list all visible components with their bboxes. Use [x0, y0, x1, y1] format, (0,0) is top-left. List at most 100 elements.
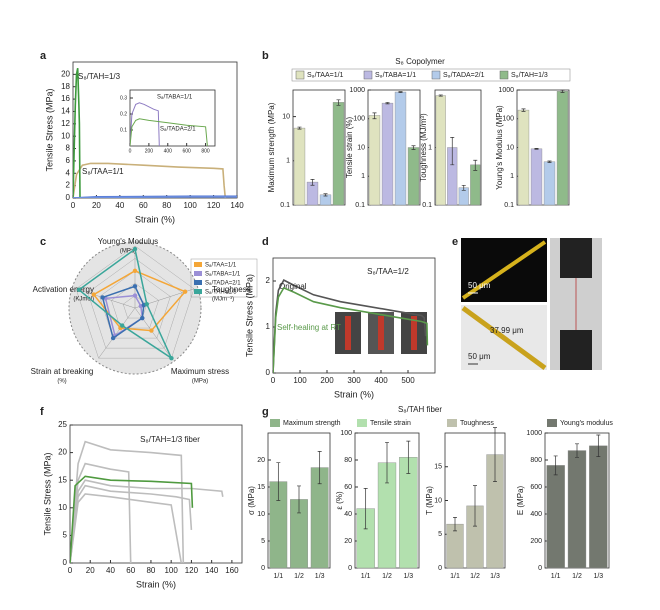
legend-label: S₈/TADA=2/1: [205, 281, 241, 287]
x-tick-label: 1/1: [450, 573, 460, 580]
y-tick-label: 25: [58, 420, 67, 429]
x-tick-label: 500: [401, 376, 415, 385]
radar-grid: [122, 295, 148, 319]
x-tick-label: 20: [92, 201, 101, 210]
bar: [589, 445, 608, 569]
y-tick-label: 0.1: [355, 202, 365, 209]
y-tick-label: 10: [357, 144, 365, 151]
axis-unit: (MJm⁻³): [212, 297, 234, 303]
y-tick-label: 6: [66, 156, 71, 165]
y-tick-label: 10: [61, 131, 70, 140]
bar: [543, 161, 556, 206]
x-tick-label: 600: [182, 148, 191, 154]
x-tick-label: 160: [225, 566, 239, 575]
x-axis-label: Strain (%): [135, 214, 175, 224]
legend-label: S₈/TAA=1/1: [307, 72, 344, 79]
y-tick-label: 10: [257, 511, 265, 518]
x-tick-label: 200: [145, 148, 154, 154]
series-label: S₈/TAA=1/1: [82, 167, 124, 176]
error-bar: [453, 517, 457, 532]
radar-point: [91, 292, 96, 297]
y-tick-label: 100: [353, 116, 365, 123]
legend-label: S₈/TAH=1/3: [205, 290, 237, 296]
radar-point: [182, 289, 188, 294]
panel-label: d: [262, 236, 269, 248]
error-bar: [317, 451, 322, 485]
y-tick-label: 0.1: [422, 202, 432, 209]
y-tick-label: 100: [340, 430, 352, 437]
panel-label: f: [40, 406, 44, 418]
y-tick-label: 20: [58, 448, 67, 457]
x-tick-label: 0: [68, 566, 73, 575]
y-tick-label: 0: [348, 565, 352, 572]
y-tick-label: 15: [58, 475, 67, 484]
y-tick-label: 0.1: [120, 127, 127, 133]
series-label: Original: [279, 282, 307, 291]
x-tick-label: 200: [320, 376, 334, 385]
radar-grid: [99, 270, 171, 339]
legend-swatch: [363, 70, 373, 80]
legend-swatch: [357, 419, 367, 427]
y-tick-label: 20: [344, 538, 352, 545]
x-tick-label: 120: [185, 566, 199, 575]
series-line: [273, 279, 427, 373]
x-tick-label: 1/1: [361, 573, 371, 580]
panel-label: c: [40, 236, 46, 248]
x-tick-label: 40: [115, 201, 124, 210]
series-label: S₈/TABA=1/1: [157, 95, 193, 101]
x-tick-label: 800: [201, 148, 210, 154]
axis-label: Strain at breaking: [31, 367, 94, 376]
y-tick-label: 600: [530, 484, 542, 491]
x-tick-label: 60: [126, 566, 135, 575]
y-axis-label: σ (MPa): [247, 486, 256, 515]
y-tick-label: 5: [63, 531, 68, 540]
error-bar: [406, 440, 411, 474]
y-tick-label: 2: [66, 181, 71, 190]
y-tick-label: 10: [58, 503, 67, 512]
error-bar: [493, 427, 497, 482]
y-tick-label: 5: [438, 531, 442, 538]
panel-label: g: [262, 406, 269, 418]
y-tick-label: 10: [282, 113, 290, 120]
y-tick-label: 12: [61, 119, 70, 128]
y-tick-label: 0.1: [280, 202, 290, 209]
bar: [381, 102, 394, 206]
y-axis-label: E (MPa): [516, 486, 525, 516]
y-tick-label: 10: [434, 497, 442, 504]
plot-frame: [69, 424, 243, 564]
y-tick-label: 4: [66, 168, 71, 177]
y-axis-label: Tensile Stress (MPa): [244, 274, 254, 357]
radar-point: [144, 301, 149, 307]
radar-point: [110, 335, 116, 341]
micrographs: [461, 238, 602, 371]
bar: [368, 115, 381, 206]
y-tick-label: 40: [344, 511, 352, 518]
series-line: [130, 118, 208, 146]
legend-label: Toughness: [460, 420, 494, 427]
legend-frame: [190, 258, 258, 298]
y-tick-label: 0: [438, 565, 442, 572]
annotation: S₈/TAH=1/3 fiber: [140, 435, 200, 444]
error-bar: [473, 159, 478, 171]
error-bar: [547, 160, 552, 163]
y-tick-label: 14: [61, 107, 70, 116]
x-tick-label: 1/3: [315, 573, 325, 580]
radar-point: [149, 328, 154, 333]
y-tick-label: 15: [434, 464, 442, 471]
measure-label: 37.99 μm: [490, 326, 524, 335]
y-tick-label: 5: [261, 538, 265, 545]
radar-axis: [98, 307, 136, 359]
series-line: [70, 484, 193, 563]
legend-swatch: [447, 419, 457, 427]
x-tick-label: 400: [164, 148, 173, 154]
radar-point: [76, 287, 82, 292]
bar: [293, 127, 306, 206]
bar: [556, 91, 569, 206]
y-tick-label: 200: [530, 538, 542, 545]
radar-series: [101, 285, 145, 340]
chart-title: S₈/TAH fiber: [398, 405, 442, 414]
x-tick-label: 300: [347, 376, 361, 385]
bar: [530, 148, 543, 206]
scale-label: 50 μm: [468, 352, 491, 361]
x-tick-label: 40: [106, 566, 115, 575]
